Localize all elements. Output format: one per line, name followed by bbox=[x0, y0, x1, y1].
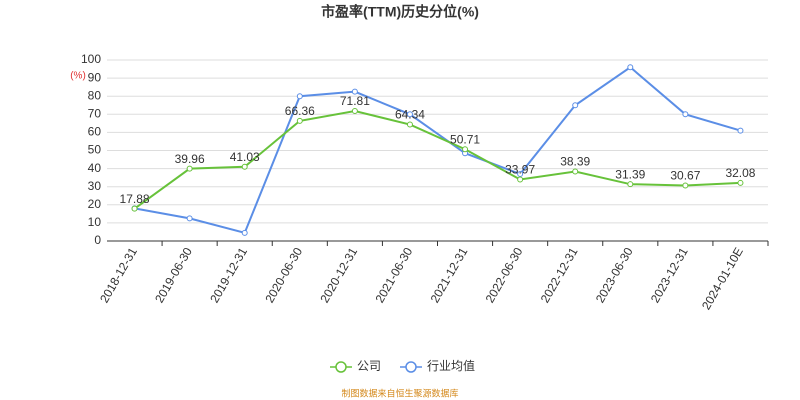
point bbox=[296, 93, 303, 100]
point bbox=[627, 64, 634, 71]
y-tick-label: 50 bbox=[88, 143, 102, 157]
data-label: 30.67 bbox=[670, 169, 700, 183]
x-tick-label: 2022-06-30 bbox=[483, 245, 526, 305]
point bbox=[406, 121, 413, 128]
x-tick-label: 2019-12-31 bbox=[207, 245, 250, 305]
point bbox=[737, 127, 744, 134]
x-tick-label: 2020-06-30 bbox=[262, 245, 305, 305]
point bbox=[241, 163, 248, 170]
legend-label: 公司 bbox=[357, 359, 381, 373]
y-tick-label: 0 bbox=[94, 233, 101, 247]
y-tick-label: 20 bbox=[88, 197, 102, 211]
x-tick-label: 2022-12-31 bbox=[538, 245, 581, 305]
point bbox=[517, 176, 524, 183]
y-tick-label: 60 bbox=[88, 125, 102, 139]
point bbox=[186, 165, 193, 172]
x-tick-label: 2018-12-31 bbox=[97, 245, 140, 305]
data-label: 71.81 bbox=[340, 94, 370, 108]
y-tick-label: 100 bbox=[81, 52, 101, 66]
point bbox=[186, 215, 193, 222]
legend-item: 行业均值 bbox=[400, 358, 475, 373]
y-tick-label: 40 bbox=[88, 161, 102, 175]
point bbox=[572, 168, 579, 175]
x-tick-label: 2024-01-10E bbox=[699, 245, 746, 312]
legend-marker bbox=[335, 361, 347, 373]
data-label: 38.39 bbox=[560, 155, 590, 169]
data-label: 50.71 bbox=[450, 132, 480, 146]
chart-title: 市盈率(TTM)历史分位(%) bbox=[321, 4, 479, 20]
y-tick-label: 30 bbox=[88, 179, 102, 193]
series-line bbox=[133, 110, 741, 210]
legend-item: 公司 bbox=[330, 359, 381, 373]
y-tick-label: 10 bbox=[88, 215, 102, 229]
point bbox=[131, 205, 138, 212]
point bbox=[627, 181, 634, 188]
data-label: 33.97 bbox=[505, 163, 535, 177]
x-tick-label: 2019-06-30 bbox=[152, 245, 195, 305]
y-tick-label: 90 bbox=[88, 70, 102, 84]
y-tick-label: 70 bbox=[88, 106, 102, 120]
source-note: 制图数据来自恒生聚源数据库 bbox=[341, 387, 458, 398]
x-tick-label: 2023-12-31 bbox=[648, 245, 691, 305]
x-tick-label: 2021-12-31 bbox=[428, 245, 471, 305]
series-line bbox=[134, 65, 741, 235]
x-tick-label: 2021-06-30 bbox=[372, 245, 415, 305]
point bbox=[406, 111, 413, 118]
data-label: 31.39 bbox=[615, 167, 645, 181]
point bbox=[351, 88, 358, 95]
point bbox=[682, 111, 689, 118]
point bbox=[462, 146, 469, 153]
data-label: 32.08 bbox=[725, 166, 755, 180]
data-label: 66.36 bbox=[285, 104, 315, 118]
point bbox=[572, 102, 579, 109]
y-unit: (%) bbox=[70, 71, 86, 82]
point bbox=[351, 108, 358, 115]
data-label: 17.88 bbox=[120, 192, 150, 206]
point bbox=[737, 179, 744, 186]
x-tick-label: 2020-12-31 bbox=[317, 245, 360, 305]
data-label: 39.96 bbox=[175, 152, 205, 166]
data-label: 64.34 bbox=[395, 108, 425, 122]
point bbox=[296, 117, 303, 124]
point bbox=[682, 182, 689, 189]
legend-label: 行业均值 bbox=[427, 358, 475, 373]
x-tick-label: 2023-06-30 bbox=[593, 245, 636, 305]
point bbox=[241, 229, 248, 236]
data-label: 41.03 bbox=[230, 150, 260, 164]
y-tick-label: 80 bbox=[88, 88, 102, 102]
legend-marker bbox=[405, 361, 417, 373]
